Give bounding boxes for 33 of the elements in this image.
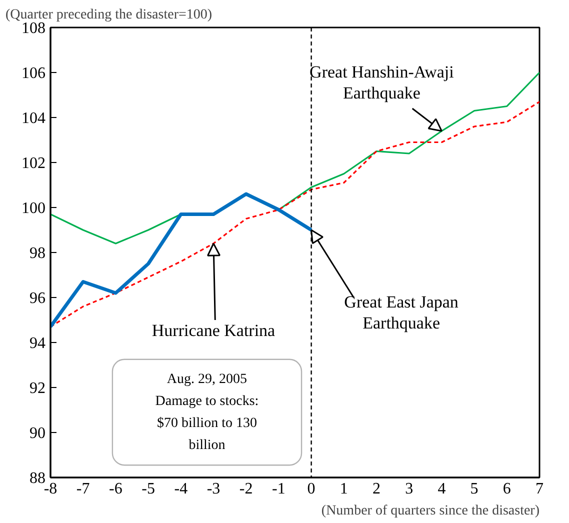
y-tick-label: 90	[30, 425, 46, 442]
y-tick-label: 94	[30, 335, 46, 352]
y-tick-label: 98	[30, 245, 46, 262]
x-tick-label: -4	[174, 480, 188, 498]
x-tick-label: 0	[307, 480, 316, 498]
annotation: Great Hanshin-Awaji Earthquake	[310, 62, 454, 102]
x-tick-label: 7	[536, 480, 544, 498]
x-tick-label: -8	[44, 480, 58, 498]
y-tick-label: 88	[30, 470, 46, 487]
y-tick-label: 104	[22, 110, 46, 127]
y-tick-label: 106	[22, 65, 46, 82]
y-tick-label: 92	[30, 380, 46, 397]
x-tick-label: 6	[502, 480, 511, 498]
y-tick-label: 100	[22, 200, 46, 217]
y-tick-label: 96	[30, 290, 46, 307]
x-axis-title: (Number of quarters since the disaster)	[321, 504, 540, 518]
annotation: Aug. 29, 2005 Damage to stocks: $70 billion to 130 billion	[155, 372, 259, 453]
x-tick-label: 4	[438, 480, 446, 498]
annotation: Hurricane Katrina	[152, 321, 276, 340]
x-tick-label: -7	[76, 480, 90, 498]
x-tick-label: -1	[272, 480, 286, 498]
annotation: Great East Japan Earthquake	[344, 292, 459, 332]
y-tick-label: 108	[22, 20, 46, 37]
y-tick-label: 102	[22, 155, 46, 172]
x-tick-label: -6	[109, 480, 122, 498]
y-axis-title: (Quarter preceding the disaster=100)	[6, 8, 212, 22]
x-tick-label: 5	[470, 480, 478, 498]
x-tick-label: 1	[340, 480, 348, 498]
x-tick-label: -5	[142, 480, 155, 498]
x-tick-label: 2	[372, 480, 380, 498]
x-tick-label: -2	[239, 480, 253, 498]
x-tick-label: -3	[206, 480, 220, 498]
x-tick-label: 3	[405, 480, 414, 498]
